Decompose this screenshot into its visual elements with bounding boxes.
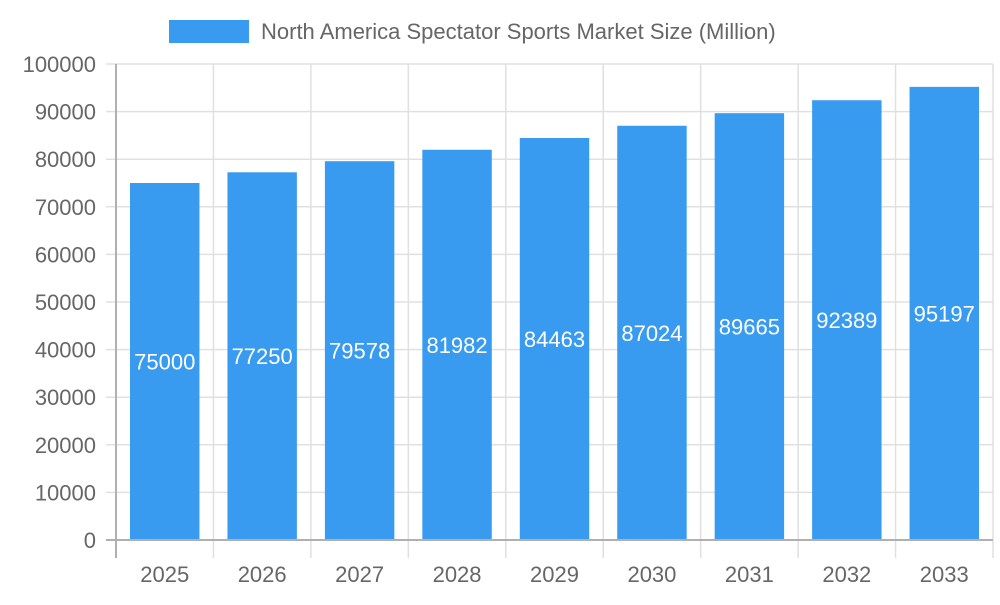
x-tick-label: 2027	[335, 562, 384, 587]
bar	[617, 125, 687, 541]
data-label: 92389	[816, 308, 877, 333]
y-tick-label: 50000	[35, 290, 96, 315]
legend-swatch	[169, 20, 249, 43]
bar	[812, 100, 882, 540]
x-tick-label: 2032	[822, 562, 871, 587]
bar	[227, 172, 297, 541]
data-label: 81982	[426, 333, 487, 358]
y-tick-label: 60000	[35, 242, 96, 267]
data-label: 84463	[524, 327, 585, 352]
y-tick-label: 0	[84, 528, 96, 553]
y-tick-label: 30000	[35, 385, 96, 410]
bars: 75000 77250 79578 81982 84463 87024 89665 92389…	[130, 86, 979, 541]
x-tick-label: 2028	[433, 562, 482, 587]
y-tick-label: 100000	[23, 52, 96, 77]
data-label: 89665	[719, 315, 780, 340]
y-tick-label: 70000	[35, 195, 96, 220]
y-tick-label: 10000	[35, 480, 96, 505]
x-tick-label: 2025	[140, 562, 189, 587]
bar	[714, 113, 785, 540]
x-tick-label: 2030	[627, 562, 676, 587]
bar	[422, 149, 492, 540]
legend: North America Spectator Sports Market Si…	[169, 19, 776, 44]
bar	[130, 183, 200, 540]
legend-label: North America Spectator Sports Market Si…	[261, 19, 776, 44]
data-label: 77250	[232, 344, 293, 369]
data-label: 95197	[914, 301, 975, 326]
x-tick-label: 2031	[725, 562, 774, 587]
x-tick-label: 2029	[530, 562, 579, 587]
y-tick-label: 40000	[35, 338, 96, 363]
y-tick-label: 80000	[35, 147, 96, 172]
data-label: 75000	[134, 350, 195, 375]
bar	[324, 161, 395, 540]
y-tick-label: 20000	[35, 433, 96, 458]
x-tick-label: 2033	[920, 562, 969, 587]
x-tick-label: 2026	[238, 562, 287, 587]
y-tick-label: 90000	[35, 100, 96, 125]
data-label: 87024	[621, 321, 682, 346]
bar	[519, 137, 590, 540]
axes: 0 10000 20000 30000 40000 50000 60000 70000 8000…	[23, 52, 993, 587]
bar	[909, 86, 979, 541]
data-label: 79578	[329, 339, 390, 364]
